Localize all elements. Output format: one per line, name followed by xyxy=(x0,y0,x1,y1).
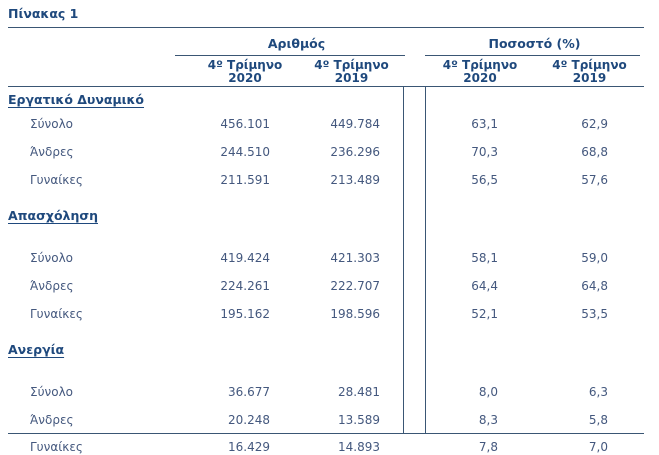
value-percent-2019: 57,6 xyxy=(581,173,608,187)
value-number-2020: 456.101 xyxy=(220,117,270,131)
value-number-2020: 195.162 xyxy=(220,307,270,321)
table-row: Σύνολο 419.424 421.303 58,1 59,0 xyxy=(8,244,644,272)
table-row: Άνδρες 20.248 13.589 8,3 5,8 xyxy=(8,406,644,434)
table-row: Γυναίκες 211.591 213.489 56,5 57,6 xyxy=(8,166,644,194)
subheader-year: 2019 xyxy=(334,71,369,85)
value-percent-2019: 6,3 xyxy=(588,385,608,399)
subheader-percent-2019: 4º Τρίμηνο 2019 xyxy=(535,58,644,85)
value-number-2020: 244.510 xyxy=(220,145,270,159)
value-number-2020: 211.591 xyxy=(220,173,270,187)
table-row: Άνδρες 224.261 222.707 64,4 64,8 xyxy=(8,272,644,300)
group-header-number: Αριθμός xyxy=(267,35,326,51)
page-title: Πίνακας 1 xyxy=(8,6,79,21)
table-row: Σύνολο 36.677 28.481 8,0 6,3 xyxy=(8,378,644,406)
vertical-divider-right xyxy=(425,87,426,433)
subheader-number-2020: 4º Τρίμηνο 2020 xyxy=(190,58,300,85)
section-header-unemployment: Ανεργία xyxy=(8,328,644,378)
value-percent-2020: 64,4 xyxy=(471,279,498,293)
row-label: Σύνολο xyxy=(30,117,74,131)
table-row: Άνδρες 244.510 236.296 70,3 68,8 xyxy=(8,138,644,166)
section-header-employment: Απασχόληση xyxy=(8,194,644,244)
header-gap xyxy=(403,58,425,85)
subheader-year: 2019 xyxy=(572,71,607,85)
table-body: Εργατικό Δυναμικό Σύνολο 456.101 449.784… xyxy=(8,86,644,455)
value-percent-2019: 5,8 xyxy=(588,413,608,427)
percent-group-underline xyxy=(425,55,640,56)
value-percent-2020: 58,1 xyxy=(471,251,498,265)
subheader-quarter: 4º Τρίμηνο xyxy=(442,58,518,72)
title-divider xyxy=(8,27,644,28)
value-percent-2020: 7,8 xyxy=(478,439,498,454)
section-title: Εργατικό Δυναμικό xyxy=(8,92,145,107)
subheader-year: 2020 xyxy=(228,71,262,85)
value-number-2020: 16.429 xyxy=(228,439,270,454)
value-percent-2020: 8,3 xyxy=(478,413,498,427)
value-percent-2020: 52,1 xyxy=(471,307,498,321)
value-number-2019: 449.784 xyxy=(330,117,380,131)
row-label: Γυναίκες xyxy=(30,439,83,454)
value-percent-2019: 59,0 xyxy=(581,251,608,265)
section-title: Ανεργία xyxy=(8,342,65,357)
value-number-2020: 36.677 xyxy=(228,385,270,399)
row-label: Άνδρες xyxy=(30,413,74,427)
row-label: Σύνολο xyxy=(30,251,74,265)
table-bottom-border xyxy=(8,433,644,434)
subheader-quarter: 4º Τρίμηνο xyxy=(314,58,389,72)
subheader-quarter: 4º Τρίμηνο xyxy=(207,58,283,72)
value-percent-2020: 63,1 xyxy=(471,117,498,131)
row-label: Άνδρες xyxy=(30,145,74,159)
column-group-header-row: Αριθμός Ποσοστό (%) xyxy=(8,32,644,54)
value-number-2020: 224.261 xyxy=(220,279,270,293)
table-row: Γυναίκες 16.429 14.893 7,8 7,0 xyxy=(8,434,644,455)
value-number-2019: 421.303 xyxy=(330,251,380,265)
value-number-2020: 419.424 xyxy=(220,251,270,265)
value-number-2019: 14.893 xyxy=(338,439,380,454)
subheader-year: 2020 xyxy=(463,71,497,85)
column-subheader-row: 4º Τρίμηνο 2020 4º Τρίμηνο 2019 4º Τρίμη… xyxy=(8,58,644,85)
value-percent-2019: 68,8 xyxy=(581,145,608,159)
value-number-2019: 13.589 xyxy=(338,413,380,427)
header-spacer xyxy=(8,58,190,85)
value-number-2019: 198.596 xyxy=(330,307,380,321)
section-title: Απασχόληση xyxy=(8,208,98,223)
section-header-labor-force: Εργατικό Δυναμικό xyxy=(8,86,644,110)
subheader-percent-2020: 4º Τρίμηνο 2020 xyxy=(425,58,535,85)
table-row: Σύνολο 456.101 449.784 63,1 62,9 xyxy=(8,110,644,138)
row-label: Σύνολο xyxy=(30,385,74,399)
value-percent-2020: 56,5 xyxy=(471,173,498,187)
number-group-underline xyxy=(175,55,405,56)
row-label: Γυναίκες xyxy=(30,173,83,187)
table-row: Γυναίκες 195.162 198.596 52,1 53,5 xyxy=(8,300,644,328)
value-percent-2020: 70,3 xyxy=(471,145,498,159)
row-label: Άνδρες xyxy=(30,279,74,293)
header-divider xyxy=(8,86,644,87)
value-number-2019: 222.707 xyxy=(330,279,380,293)
value-number-2019: 236.296 xyxy=(330,145,380,159)
value-percent-2019: 53,5 xyxy=(581,307,608,321)
value-number-2020: 20.248 xyxy=(228,413,270,427)
group-header-percent: Ποσοστό (%) xyxy=(488,35,581,51)
value-percent-2019: 62,9 xyxy=(581,117,608,131)
row-label: Γυναίκες xyxy=(30,307,83,321)
value-percent-2019: 7,0 xyxy=(588,439,608,454)
vertical-divider-left xyxy=(403,87,404,433)
value-number-2019: 213.489 xyxy=(330,173,380,187)
value-number-2019: 28.481 xyxy=(338,385,380,399)
value-percent-2019: 64,8 xyxy=(581,279,608,293)
subheader-quarter: 4º Τρίμηνο xyxy=(552,58,627,72)
value-percent-2020: 8,0 xyxy=(478,385,498,399)
subheader-number-2019: 4º Τρίμηνο 2019 xyxy=(300,58,403,85)
